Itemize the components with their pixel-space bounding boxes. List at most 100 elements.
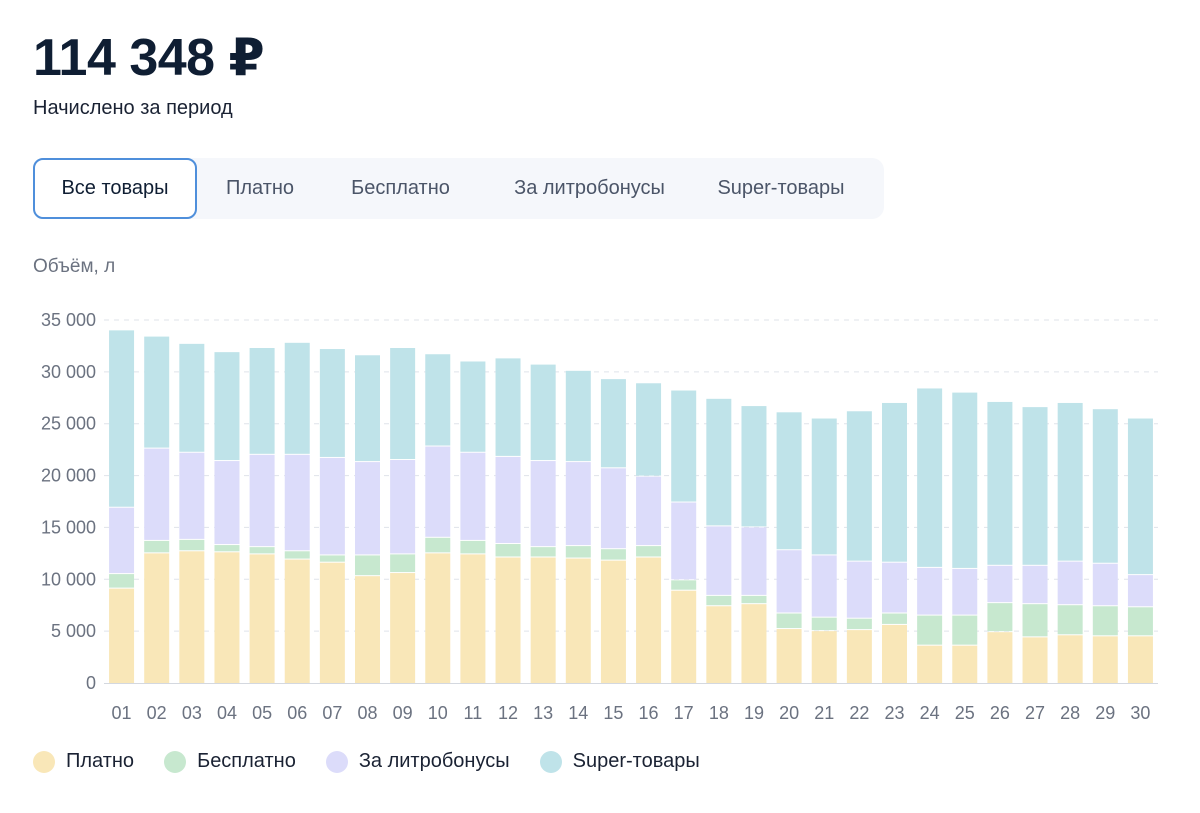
bar-segment bbox=[741, 595, 767, 604]
bar-segment bbox=[1092, 563, 1118, 606]
x-tick-label: 22 bbox=[849, 703, 869, 723]
bar-segment bbox=[600, 379, 626, 468]
bar-segment bbox=[811, 418, 837, 555]
bar-segment bbox=[776, 613, 802, 629]
bar-segment bbox=[355, 355, 380, 462]
x-tick-label: 03 bbox=[182, 703, 202, 723]
bar-segment bbox=[249, 348, 275, 454]
x-tick-label: 04 bbox=[217, 703, 237, 723]
bar-segment bbox=[355, 555, 380, 576]
y-tick-label: 35 000 bbox=[41, 310, 96, 330]
bar-segment bbox=[706, 606, 732, 683]
bar-segment bbox=[882, 624, 907, 683]
bar-segment bbox=[636, 557, 662, 683]
bar-segment bbox=[671, 390, 697, 502]
bar-segment bbox=[249, 454, 275, 547]
bar-segment bbox=[460, 361, 486, 452]
bar-segment bbox=[846, 618, 872, 630]
bar-segment bbox=[952, 392, 978, 568]
bar-segment bbox=[214, 461, 240, 545]
x-tick-label: 05 bbox=[252, 703, 272, 723]
bar-segment bbox=[565, 546, 591, 558]
bar-segment bbox=[706, 526, 732, 595]
bar-segment bbox=[811, 555, 837, 617]
x-tick-label: 21 bbox=[814, 703, 834, 723]
bar-segment bbox=[811, 617, 837, 631]
bar-segment bbox=[1127, 418, 1153, 575]
bar-segment bbox=[425, 537, 451, 553]
y-tick-label: 25 000 bbox=[41, 414, 96, 434]
legend-label-super: Super-товары bbox=[572, 750, 700, 772]
legend-label-litrobonus: За литробонусы bbox=[358, 750, 510, 772]
legend-swatch-super bbox=[539, 750, 562, 773]
tab-all-goods[interactable]: Все товары bbox=[33, 158, 197, 219]
bar-segment bbox=[636, 383, 662, 476]
bar-segment bbox=[179, 343, 205, 452]
tab-litrobonus[interactable]: За литробонусы bbox=[514, 177, 665, 199]
bar-segment bbox=[425, 354, 451, 446]
bar-segment bbox=[1127, 607, 1153, 636]
bar-segment bbox=[1092, 409, 1118, 563]
bar-segment bbox=[741, 527, 767, 595]
bar-segment bbox=[144, 553, 170, 683]
y-tick-label: 15 000 bbox=[41, 517, 96, 537]
x-tick-label: 16 bbox=[639, 703, 659, 723]
bar-segment bbox=[1057, 402, 1083, 561]
bar-segment bbox=[460, 452, 486, 540]
total-subtitle: Начислено за период bbox=[33, 97, 233, 119]
bar-segment bbox=[917, 567, 943, 615]
x-tick-label: 20 bbox=[779, 703, 799, 723]
x-tick-label: 26 bbox=[990, 703, 1010, 723]
legend-item-paid: Платно bbox=[33, 750, 134, 773]
bar-segment bbox=[284, 454, 310, 551]
bar-segment bbox=[109, 574, 135, 588]
bar-segment bbox=[425, 446, 451, 537]
bar-segment bbox=[671, 580, 697, 590]
bar-segment bbox=[636, 476, 662, 546]
bar-segment bbox=[1022, 407, 1048, 565]
bar-segment bbox=[565, 370, 591, 462]
x-tick-label: 24 bbox=[920, 703, 940, 723]
tab-super-goods[interactable]: Super-товары bbox=[717, 177, 845, 199]
bar-segment bbox=[1022, 637, 1048, 683]
tab-free[interactable]: Бесплатно bbox=[351, 177, 450, 199]
bar-segment bbox=[706, 398, 732, 526]
bar-segment bbox=[530, 461, 556, 547]
bar-segment bbox=[495, 358, 521, 456]
bar-segment bbox=[1092, 606, 1118, 636]
x-tick-label: 08 bbox=[357, 703, 377, 723]
bar-segment bbox=[179, 551, 205, 683]
bar-segment bbox=[355, 576, 380, 683]
bar-segment bbox=[179, 452, 205, 539]
filter-tabs: Все товары Платно Бесплатно За литробону… bbox=[33, 158, 884, 219]
bar-segment bbox=[846, 411, 872, 561]
bar-segment bbox=[390, 573, 416, 683]
bar-segment bbox=[1057, 561, 1083, 605]
legend-item-free: Бесплатно bbox=[164, 750, 296, 773]
bar-segment bbox=[636, 546, 662, 557]
bar-segment bbox=[565, 462, 591, 546]
bar-segment bbox=[671, 502, 697, 580]
x-tick-label: 23 bbox=[884, 703, 904, 723]
bar-segment bbox=[987, 401, 1013, 565]
x-tick-label: 13 bbox=[533, 703, 553, 723]
legend-swatch-paid bbox=[33, 750, 55, 773]
y-axis-title: Объём, л bbox=[33, 256, 116, 277]
x-tick-label: 02 bbox=[147, 703, 167, 723]
legend-swatch-litrobonus bbox=[325, 750, 348, 773]
bar-segment bbox=[530, 364, 556, 461]
x-tick-label: 18 bbox=[709, 703, 729, 723]
bar-segment bbox=[811, 631, 837, 683]
bar-segment bbox=[495, 557, 521, 683]
bar-segment bbox=[1022, 565, 1048, 604]
bar-segment bbox=[846, 561, 872, 618]
bar-segment bbox=[882, 562, 907, 613]
bar-segment bbox=[284, 551, 310, 559]
tab-paid[interactable]: Платно bbox=[225, 177, 295, 199]
bar-segment bbox=[460, 540, 486, 554]
x-tick-label: 25 bbox=[955, 703, 975, 723]
y-tick-label: 10 000 bbox=[41, 569, 96, 589]
bar-segment bbox=[284, 559, 310, 683]
bar-segment bbox=[179, 539, 205, 551]
bar-segment bbox=[917, 388, 943, 567]
